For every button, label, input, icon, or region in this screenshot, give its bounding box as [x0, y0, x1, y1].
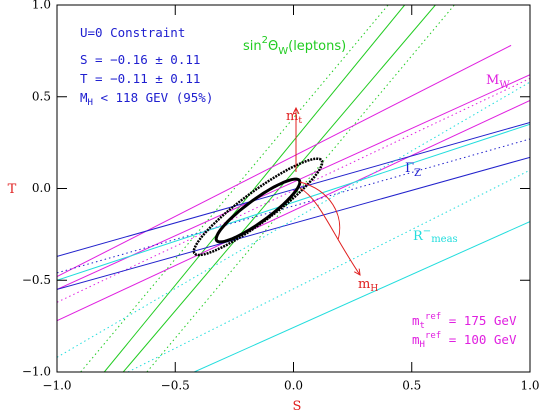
- annotation: mt: [286, 109, 302, 126]
- line: [57, 138, 530, 274]
- arrow: [299, 181, 360, 275]
- text-part: Θ: [268, 39, 278, 54]
- text-part: t: [298, 116, 302, 126]
- line: [193, 221, 530, 372]
- annotation: T = −0.11 ± 0.11: [80, 71, 200, 86]
- text-part: m: [358, 277, 370, 292]
- line: [57, 74, 530, 290]
- text-part: Z: [414, 168, 421, 179]
- y-tick-label: 1.0: [32, 0, 51, 12]
- x-tick-label: −1.0: [42, 379, 71, 393]
- annotation: MH < 118 GEV (95%): [80, 90, 213, 108]
- x-tick-label: −0.5: [161, 379, 190, 393]
- y-axis-label: T: [8, 182, 17, 197]
- annotation: R−meas: [413, 226, 458, 245]
- y-tick-label: 0.0: [32, 181, 51, 195]
- text-part: ref: [425, 331, 441, 341]
- text-part: H: [370, 284, 378, 294]
- line: [57, 121, 530, 257]
- text-part: W: [278, 46, 288, 57]
- text-part: = 100 GeV: [441, 332, 517, 347]
- text-part: 2: [262, 35, 268, 46]
- annotation: ΓZ: [405, 161, 421, 179]
- text-part: Γ: [405, 161, 414, 176]
- y-tick-label: −0.5: [22, 273, 51, 287]
- text-part: H: [420, 340, 425, 350]
- text-part: < 118 GEV (95%): [93, 90, 213, 105]
- x-tick-label: 0.5: [402, 379, 421, 393]
- text-part: M: [486, 73, 499, 88]
- y-tick-label: −1.0: [22, 365, 51, 379]
- annotation: sin2ΘW(leptons): [243, 35, 346, 57]
- text-part: −: [423, 226, 431, 237]
- ellipse: [192, 157, 324, 257]
- y-tick-label: 0.5: [32, 89, 51, 103]
- annotation: mtref = 175 GeV: [412, 312, 517, 331]
- annotation: S = −0.16 ± 0.11: [80, 52, 200, 67]
- x-axis-label: S: [293, 399, 302, 414]
- text-part: m: [412, 332, 420, 347]
- annotation: mHref = 100 GeV: [412, 331, 517, 350]
- annotation: U=0 Constraint: [80, 25, 185, 40]
- text-part: m: [412, 313, 420, 328]
- text-part: sin: [243, 39, 262, 54]
- annotation: mH: [358, 277, 378, 294]
- annotation: MW: [486, 73, 510, 91]
- text-part: (leptons): [288, 39, 346, 54]
- text-part: meas: [431, 234, 458, 245]
- text-part: t: [420, 321, 425, 331]
- text-part: H: [88, 98, 93, 108]
- ticks: −1.0 −0.5 0.0 0.5 1.0 −1.0 −0.5 0.0 0.5 1.0: [22, 0, 540, 393]
- x-tick-label: 1.0: [520, 379, 539, 393]
- line: [57, 77, 530, 303]
- line: [127, 169, 530, 372]
- line: [57, 81, 530, 358]
- line: [80, 5, 389, 372]
- x-tick-label: 0.0: [284, 379, 303, 393]
- line: [103, 5, 406, 372]
- text-part: m: [286, 109, 298, 124]
- text-part: W: [499, 80, 510, 91]
- text-part: R: [413, 229, 424, 244]
- text-part: ref: [425, 312, 441, 322]
- text-part: = 175 GeV: [441, 313, 517, 328]
- line: [57, 99, 530, 322]
- text-part: M: [80, 90, 88, 105]
- line: [57, 123, 530, 281]
- line: [57, 156, 530, 290]
- line: [57, 44, 512, 278]
- ellipse: [214, 177, 302, 244]
